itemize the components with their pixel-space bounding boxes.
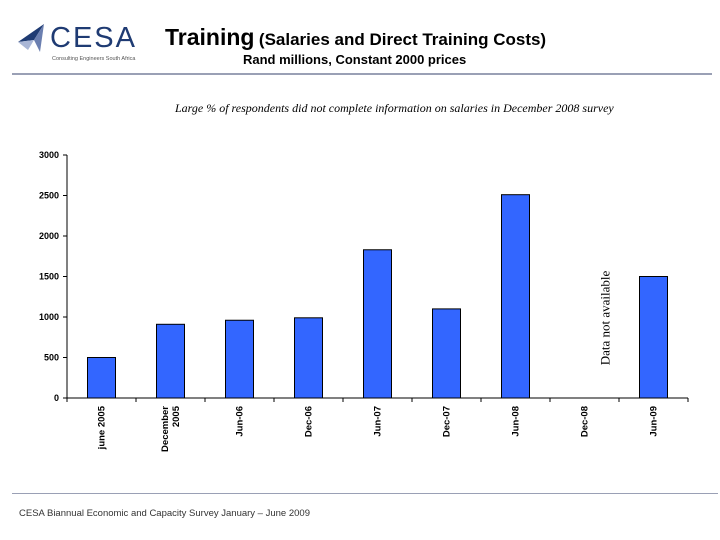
- x-tick-label-line: Dec-08: [580, 406, 591, 437]
- page-title: Training (Salaries and Direct Training C…: [165, 24, 546, 51]
- x-tick-label-line: 2005: [171, 405, 182, 427]
- footer-divider: [12, 493, 718, 494]
- title-paren: (Salaries and Direct Training Costs): [258, 30, 547, 49]
- logo-tagline: Consulting Engineers South Africa: [52, 56, 136, 62]
- bar: [432, 308, 461, 399]
- x-tick-label-line: Jun-07: [373, 406, 384, 437]
- x-tick-label-line: December: [160, 406, 171, 452]
- bar: [501, 194, 530, 399]
- y-tick-label: 1000: [39, 312, 59, 322]
- page-subtitle: Rand millions, Constant 2000 prices: [243, 52, 467, 67]
- x-tick-label-line: Jun-08: [511, 406, 522, 437]
- x-tick-label-line: Jun-09: [649, 406, 660, 437]
- bar: [156, 323, 185, 399]
- x-tick-label-line: Jun-06: [235, 406, 246, 437]
- data-not-available-label: Data not available: [598, 270, 613, 365]
- x-tick-label: june 2005: [97, 405, 108, 450]
- footer-text: CESA Biannual Economic and Capacity Surv…: [19, 508, 310, 519]
- x-tick-label: Jun-06: [235, 406, 246, 437]
- bar: [294, 317, 323, 399]
- x-tick-label: Jun-08: [511, 406, 522, 437]
- x-tick-label: Dec-08: [580, 406, 591, 437]
- bar: [225, 319, 254, 399]
- y-tick-label: 3000: [39, 150, 59, 160]
- bar: [87, 357, 116, 399]
- cesa-logo: CESA Consulting Engineers South Africa: [16, 20, 146, 66]
- x-tick-label: Jun-07: [373, 406, 384, 437]
- y-tick-label: 2500: [39, 191, 59, 201]
- compass-icon: [18, 24, 44, 52]
- x-tick-label: Dec-06: [304, 406, 315, 437]
- y-tick-label: 0: [54, 393, 59, 403]
- x-tick-label: December 2005: [160, 405, 182, 452]
- bar-chart: 0 500 1000 1500 2000 2500 3000 june 2005 Decembe…: [39, 150, 689, 452]
- x-tick-label-line: Dec-06: [304, 406, 315, 437]
- title-main: Training: [165, 24, 255, 50]
- bar: [639, 276, 668, 399]
- y-tick-label: 500: [44, 353, 59, 363]
- y-tick-label: 2000: [39, 231, 59, 241]
- y-tick-label: 1500: [39, 272, 59, 282]
- x-tick-label: Dec-07: [442, 406, 453, 437]
- survey-note: Large % of respondents did not complete …: [175, 101, 614, 115]
- header-divider: [12, 73, 712, 75]
- x-tick-label: Jun-09: [649, 406, 660, 437]
- logo-text: CESA: [50, 22, 137, 54]
- x-tick-label-line: Dec-07: [442, 406, 453, 437]
- bar: [363, 249, 392, 399]
- x-tick-label-line: june 2005: [97, 405, 108, 450]
